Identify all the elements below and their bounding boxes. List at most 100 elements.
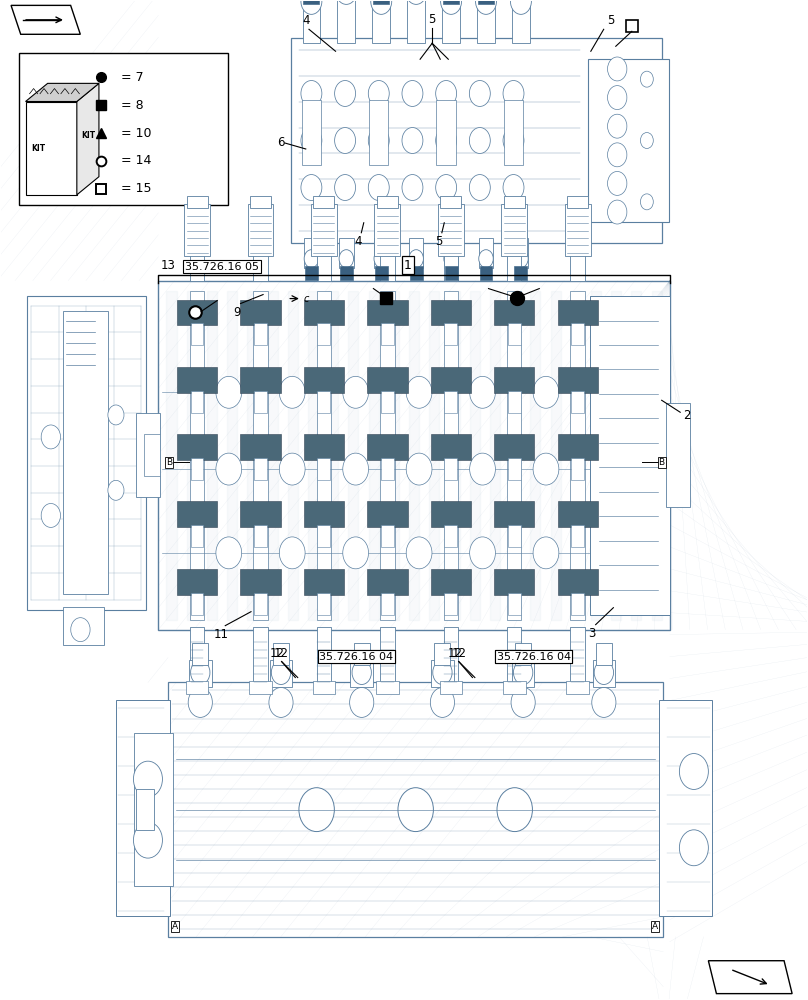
Bar	[444, 323, 457, 345]
Circle shape	[436, 175, 457, 200]
Circle shape	[343, 453, 368, 485]
Text: 9: 9	[233, 306, 240, 319]
Bar	[567, 196, 588, 208]
Bar	[431, 367, 471, 393]
Bar	[63, 311, 107, 594]
Circle shape	[368, 175, 389, 200]
Bar	[431, 434, 471, 460]
Circle shape	[299, 788, 335, 832]
Bar	[369, 100, 389, 165]
Circle shape	[608, 86, 627, 110]
Circle shape	[511, 687, 535, 717]
Bar	[444, 593, 457, 615]
Bar	[304, 300, 344, 325]
Bar	[372, 1, 390, 43]
Bar	[177, 569, 217, 595]
Circle shape	[402, 175, 423, 200]
Bar	[318, 525, 330, 547]
Bar	[591, 296, 670, 615]
Bar	[291, 38, 662, 243]
Bar	[187, 196, 208, 208]
Bar	[558, 300, 598, 325]
Bar	[317, 291, 331, 620]
Bar	[431, 569, 471, 595]
Text: = 8: = 8	[120, 99, 143, 112]
Text: KIT: KIT	[32, 144, 45, 153]
Bar	[144, 434, 160, 476]
Bar	[314, 196, 335, 208]
Text: 35.726.16 05: 35.726.16 05	[185, 262, 259, 272]
Circle shape	[301, 128, 322, 153]
Bar	[444, 525, 457, 547]
Bar	[19, 53, 229, 205]
Circle shape	[402, 128, 423, 153]
Bar	[440, 196, 461, 208]
Bar	[507, 627, 521, 684]
Bar	[571, 593, 584, 615]
Bar	[444, 627, 458, 684]
Bar	[381, 391, 393, 413]
Polygon shape	[709, 961, 792, 994]
Bar	[507, 391, 520, 413]
Bar	[409, 238, 423, 268]
Bar	[247, 204, 273, 256]
Bar	[318, 391, 330, 413]
Circle shape	[133, 761, 162, 797]
Circle shape	[368, 81, 389, 106]
Bar	[571, 525, 584, 547]
Text: 35.726.16 04: 35.726.16 04	[319, 652, 393, 662]
Bar	[368, 569, 407, 595]
Circle shape	[503, 175, 524, 200]
Circle shape	[68, 365, 93, 397]
Bar	[380, 253, 394, 281]
Bar	[368, 367, 407, 393]
Bar	[318, 458, 330, 480]
Bar	[570, 627, 585, 684]
Bar	[494, 434, 534, 460]
Circle shape	[503, 81, 524, 106]
Circle shape	[133, 822, 162, 858]
Bar	[566, 681, 589, 694]
Bar	[304, 367, 344, 393]
Bar	[438, 204, 464, 256]
Bar	[444, 238, 458, 268]
Circle shape	[514, 250, 528, 268]
Circle shape	[406, 376, 432, 408]
Circle shape	[608, 143, 627, 167]
Bar	[380, 627, 394, 684]
Bar	[374, 238, 389, 268]
Circle shape	[71, 618, 90, 642]
Polygon shape	[11, 5, 80, 34]
Bar	[136, 413, 160, 497]
Bar	[444, 266, 457, 280]
Bar	[63, 607, 104, 645]
Circle shape	[336, 0, 357, 4]
Circle shape	[343, 376, 368, 408]
Bar	[480, 266, 492, 280]
Bar	[373, 0, 389, 4]
Bar	[304, 569, 344, 595]
Circle shape	[469, 128, 490, 153]
Circle shape	[398, 788, 433, 832]
Bar	[444, 291, 458, 620]
Bar	[479, 238, 493, 268]
Text: 6: 6	[277, 136, 284, 149]
Bar	[592, 660, 615, 687]
Bar	[191, 458, 204, 480]
Bar	[571, 458, 584, 480]
Bar	[565, 204, 591, 256]
Bar	[338, 0, 356, 43]
Circle shape	[641, 71, 654, 87]
Circle shape	[350, 687, 374, 717]
Bar	[311, 204, 337, 256]
Bar	[431, 501, 471, 527]
Text: 5: 5	[428, 13, 436, 26]
Circle shape	[469, 175, 490, 200]
Bar	[570, 253, 585, 281]
Circle shape	[497, 788, 532, 832]
Circle shape	[594, 661, 613, 684]
Bar	[354, 643, 370, 665]
Circle shape	[335, 175, 356, 200]
Bar	[192, 643, 208, 665]
Text: 13: 13	[161, 259, 175, 272]
